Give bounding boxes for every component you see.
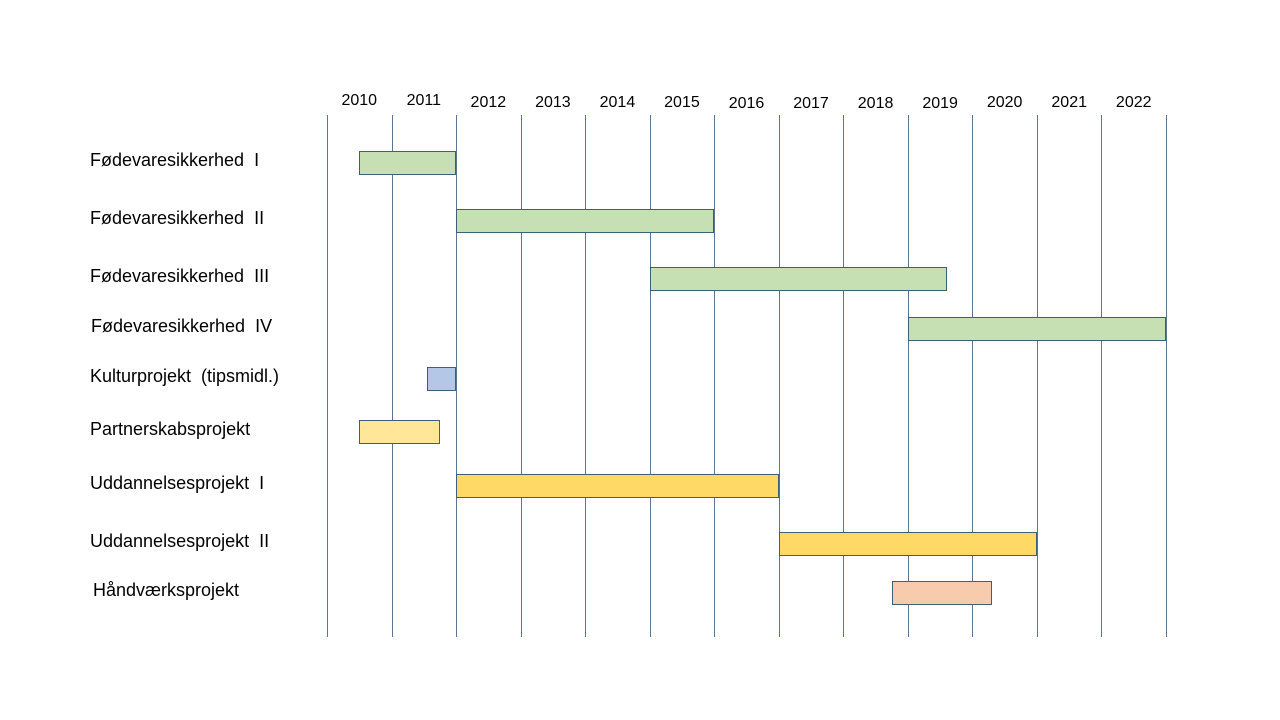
gridline <box>972 115 973 637</box>
year-label-2014: 2014 <box>599 94 636 111</box>
year-label-2011: 2011 <box>406 92 441 109</box>
year-label-2016: 2016 <box>728 95 765 112</box>
task-label: Fødevaresikkerhed III <box>90 266 270 286</box>
year-label-2020: 2020 <box>986 94 1023 111</box>
task-label: Uddannelsesprojekt I <box>90 473 265 493</box>
task-bar <box>427 367 456 391</box>
gridline <box>843 115 844 637</box>
gridline <box>456 115 457 637</box>
year-label-2021: 2021 <box>1051 94 1087 111</box>
year-label-2017: 2017 <box>793 95 829 112</box>
gridline <box>1037 115 1038 637</box>
gridline <box>714 115 715 637</box>
task-bar <box>779 532 1037 556</box>
year-label-2015: 2015 <box>664 94 700 111</box>
year-label-2010: 2010 <box>341 92 378 109</box>
task-label: Håndværksprojekt <box>93 580 240 600</box>
task-label: Fødevaresikkerhed II <box>90 208 265 228</box>
task-bar <box>456 209 714 233</box>
task-bar <box>650 267 947 291</box>
task-label: Kulturprojekt (tipsmidl.) <box>90 366 280 386</box>
gridline <box>327 115 328 637</box>
task-bar <box>908 317 1166 341</box>
year-label-2019: 2019 <box>922 95 958 112</box>
gridline <box>392 115 393 637</box>
task-label: Partnerskabsprojekt <box>90 419 251 439</box>
gridline <box>908 115 909 637</box>
gridline <box>585 115 586 637</box>
task-bar <box>359 151 456 175</box>
year-label-2018: 2018 <box>857 95 894 112</box>
gridline <box>1101 115 1102 637</box>
task-label: Fødevaresikkerhed IV <box>91 316 273 336</box>
gridline <box>650 115 651 637</box>
gridline <box>1166 115 1167 637</box>
task-bar <box>892 581 992 605</box>
year-label-2013: 2013 <box>535 94 571 111</box>
task-bar <box>359 420 440 444</box>
year-label-2022: 2022 <box>1115 94 1152 111</box>
task-label: Fødevaresikkerhed I <box>90 150 260 170</box>
gridline <box>779 115 780 637</box>
year-label-2012: 2012 <box>470 94 507 111</box>
task-label: Uddannelsesprojekt II <box>90 531 270 551</box>
gridline <box>521 115 522 637</box>
task-bar <box>456 474 779 498</box>
